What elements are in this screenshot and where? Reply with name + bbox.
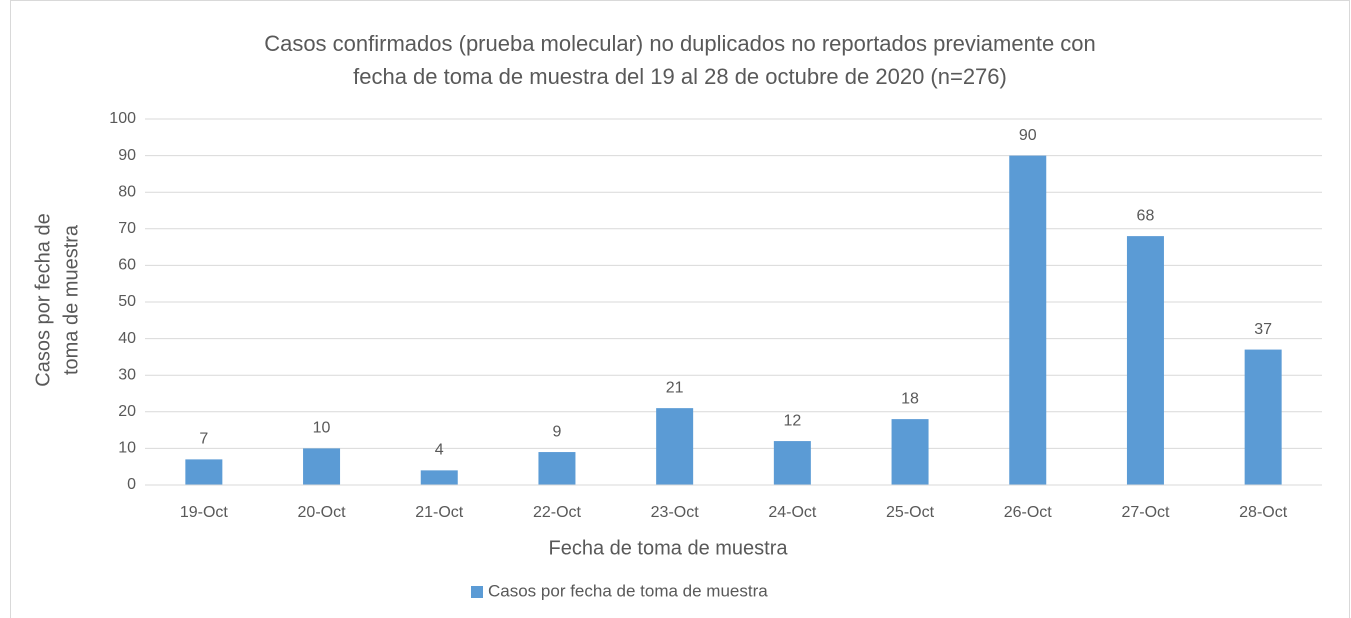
x-tick-label: 21-Oct <box>415 504 464 521</box>
x-axis-label: Fecha de toma de muestra <box>548 537 788 559</box>
data-label: 10 <box>313 420 331 437</box>
bar <box>303 448 341 485</box>
y-tick-label: 70 <box>118 220 136 237</box>
x-tick-label: 26-Oct <box>1004 504 1053 521</box>
data-label: 7 <box>199 431 208 448</box>
data-label: 9 <box>552 423 561 440</box>
bar <box>185 459 223 485</box>
y-axis-label: toma de muestra <box>60 224 82 375</box>
y-tick-label: 40 <box>118 330 136 347</box>
x-tick-label: 24-Oct <box>768 504 817 521</box>
bar <box>1126 236 1164 485</box>
y-tick-label: 90 <box>118 147 136 164</box>
bar <box>773 441 811 485</box>
chart-title: Casos confirmados (prueba molecular) no … <box>264 31 1096 56</box>
y-tick-label: 20 <box>118 403 136 420</box>
y-tick-label: 60 <box>118 257 136 274</box>
legend-swatch <box>471 586 483 598</box>
y-tick-label: 80 <box>118 183 136 200</box>
legend-label: Casos por fecha de toma de muestra <box>488 581 768 600</box>
bar <box>891 419 929 485</box>
y-tick-label: 10 <box>118 440 136 457</box>
bar <box>1244 349 1282 485</box>
x-tick-label: 20-Oct <box>298 504 347 521</box>
data-label: 12 <box>783 412 801 429</box>
x-tick-label: 27-Oct <box>1121 504 1170 521</box>
y-axis-label: Casos por fecha de <box>32 213 54 386</box>
chart-border <box>10 0 1350 618</box>
bar <box>420 470 458 485</box>
y-tick-label: 30 <box>118 366 136 383</box>
data-label: 37 <box>1254 321 1272 338</box>
x-tick-label: 28-Oct <box>1239 504 1288 521</box>
y-tick-label: 100 <box>109 110 136 127</box>
x-tick-label: 19-Oct <box>180 504 229 521</box>
data-label: 18 <box>901 390 919 407</box>
data-label: 21 <box>666 379 684 396</box>
bar <box>1009 155 1047 485</box>
chart-title: fecha de toma de muestra del 19 al 28 de… <box>353 64 1007 89</box>
data-label: 90 <box>1019 127 1037 144</box>
data-label: 4 <box>435 442 444 459</box>
y-tick-label: 50 <box>118 293 136 310</box>
bar <box>656 408 694 485</box>
data-label: 68 <box>1137 207 1155 224</box>
x-tick-label: 22-Oct <box>533 504 582 521</box>
bar <box>538 452 576 485</box>
x-tick-label: 25-Oct <box>886 504 935 521</box>
x-tick-label: 23-Oct <box>651 504 700 521</box>
y-tick-label: 0 <box>127 476 136 493</box>
